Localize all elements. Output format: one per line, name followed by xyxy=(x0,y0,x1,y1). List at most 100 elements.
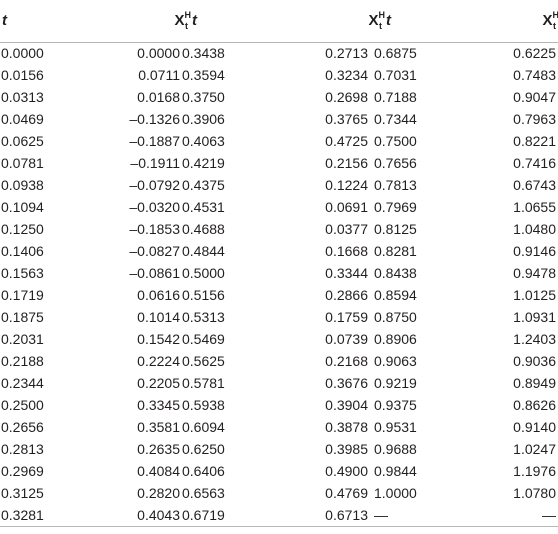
table-row: 0.1875 0.1014 0.5313 0.1759 0.8750 1.0931 xyxy=(0,306,558,328)
t-cell: 0.7344 xyxy=(374,111,417,127)
x-cell: –0.0792 xyxy=(129,177,180,193)
x-cell: 0.3345 xyxy=(137,397,180,413)
x-subscript: t xyxy=(185,21,188,32)
x-cell: 0.4043 xyxy=(56,504,190,527)
x-cell: 0.6743 xyxy=(513,177,556,193)
t-cell: 0.9844 xyxy=(374,463,417,479)
x-cell: 0.8949 xyxy=(513,375,556,391)
x-cell: 0.6225 xyxy=(513,45,556,62)
x-base: X xyxy=(542,12,553,30)
x-cell: –0.0861 xyxy=(129,265,180,281)
t-cell: 0.2656 xyxy=(1,419,44,435)
t-cell: 0.5000 xyxy=(182,265,225,281)
t-cell: 0.5938 xyxy=(182,397,225,413)
x-cell: 0.2224 xyxy=(137,353,180,369)
x-cell: 0.6713 xyxy=(246,504,384,527)
x-cell: 0.3765 xyxy=(325,111,368,127)
x-superscript: H xyxy=(552,10,558,21)
t-cell: 0.8281 xyxy=(374,243,417,259)
x-cell: 0.1224 xyxy=(325,177,368,193)
x-cell: 0.1759 xyxy=(325,309,368,325)
t-cell: 0.8438 xyxy=(374,265,417,281)
x-cell: 1.0780 xyxy=(513,485,556,501)
table-row: 0.1250 –0.1853 0.4688 0.0377 0.8125 1.0480 xyxy=(0,218,558,240)
x-cell: 1.0247 xyxy=(513,441,556,457)
x-cell: 1.0655 xyxy=(513,199,556,215)
x-cell: 0.1542 xyxy=(137,331,180,347)
x-variable-label: XHt xyxy=(542,10,558,32)
t-cell: 0.8906 xyxy=(374,331,417,347)
x-cell: 0.1014 xyxy=(137,309,180,325)
t-cell: 0.6406 xyxy=(182,463,225,479)
x-cell: 0.0616 xyxy=(137,287,180,303)
t-cell: 0.2813 xyxy=(1,441,44,457)
header-row: t XHt t XHt t XHt xyxy=(0,0,558,43)
x-cell: — xyxy=(444,504,558,527)
x-subscript: t xyxy=(553,21,556,32)
x-cell: 0.8221 xyxy=(513,133,556,149)
x-cell: 0.9140 xyxy=(513,419,556,435)
x-cell: 0.4725 xyxy=(325,133,368,149)
t-cell: 0.2188 xyxy=(1,353,44,369)
x-cell: 0.2713 xyxy=(325,45,368,62)
x-cell: –0.0827 xyxy=(129,243,180,259)
column-header-t-3: t xyxy=(384,0,444,43)
column-header-label: t xyxy=(192,12,197,30)
column-header-x-1: XHt xyxy=(56,0,191,43)
t-cell: 0.4844 xyxy=(182,243,225,259)
t-cell: 0.1875 xyxy=(1,309,44,325)
t-cell: 0.0000 xyxy=(1,45,44,62)
x-cell: 1.0480 xyxy=(513,221,556,237)
x-cell: –0.1911 xyxy=(130,155,180,171)
x-cell: 0.3878 xyxy=(325,419,368,435)
x-cell: 0.3234 xyxy=(325,67,368,83)
x-variable-label: XHt xyxy=(174,10,191,32)
x-cell: 0.4900 xyxy=(325,463,368,479)
t-cell: 0.6563 xyxy=(182,485,225,501)
x-cell: 0.0377 xyxy=(325,221,368,237)
x-cell: 1.2403 xyxy=(513,331,556,347)
column-header-x-3: XHt xyxy=(444,0,558,43)
x-cell: 0.2635 xyxy=(137,441,180,457)
table-row: 0.0156 0.0711 0.3594 0.3234 0.7031 0.7483 xyxy=(0,64,558,86)
table-row: 0.0781 –0.1911 0.4219 0.2156 0.7656 0.7416 xyxy=(0,152,558,174)
x-cell: 1.1976 xyxy=(513,463,556,479)
table-row: 0.2344 0.2205 0.5781 0.3676 0.9219 0.8949 xyxy=(0,372,558,394)
t-cell: 0.9375 xyxy=(374,397,417,413)
x-cell: 0.9036 xyxy=(513,353,556,369)
t-cell: 0.4375 xyxy=(182,177,225,193)
x-base: X xyxy=(368,12,379,30)
t-cell: 0.4688 xyxy=(182,221,225,237)
x-cell: 0.3904 xyxy=(325,397,368,413)
table-row: 0.0000 0.0000 0.3438 0.2713 0.6875 0.6225 xyxy=(0,42,558,64)
t-cell: 0.1094 xyxy=(1,199,44,215)
t-cell: 0.0625 xyxy=(1,133,44,149)
t-cell: 0.5156 xyxy=(182,287,225,303)
table-row: 0.3125 0.2820 0.6563 0.4769 1.0000 1.0780 xyxy=(0,482,558,504)
t-cell: 0.7500 xyxy=(374,133,417,149)
x-cell: 0.1668 xyxy=(325,243,368,259)
table-row: 0.2188 0.2224 0.5625 0.2168 0.9063 0.9036 xyxy=(0,350,558,372)
t-cell: 0.4219 xyxy=(182,155,225,171)
x-cell: 0.2168 xyxy=(325,353,368,369)
t-cell: 0.9688 xyxy=(374,441,417,457)
x-cell: 0.9478 xyxy=(513,265,556,281)
column-header-t-1: t xyxy=(0,0,56,43)
t-cell: 0.4531 xyxy=(182,199,225,215)
t-cell: 0.8750 xyxy=(374,309,417,325)
t-cell: 0.7031 xyxy=(374,67,417,83)
t-cell: 0.0313 xyxy=(1,89,44,105)
t-cell: 0.0469 xyxy=(1,111,44,127)
table-row: 0.1406 –0.0827 0.4844 0.1668 0.8281 0.9146 xyxy=(0,240,558,262)
t-cell: 0.0156 xyxy=(1,67,44,83)
t-cell: 0.5313 xyxy=(182,309,225,325)
t-cell: 0.8125 xyxy=(374,221,417,237)
t-cell: 0.6250 xyxy=(182,441,225,457)
x-cell: 0.3344 xyxy=(325,265,368,281)
x-cell: 0.3985 xyxy=(325,441,368,457)
table-row: 0.2813 0.2635 0.6250 0.3985 0.9688 1.0247 xyxy=(0,438,558,460)
t-cell: 0.9063 xyxy=(374,353,417,369)
x-cell: –0.1887 xyxy=(129,133,180,149)
x-cell: 0.0000 xyxy=(137,45,180,62)
